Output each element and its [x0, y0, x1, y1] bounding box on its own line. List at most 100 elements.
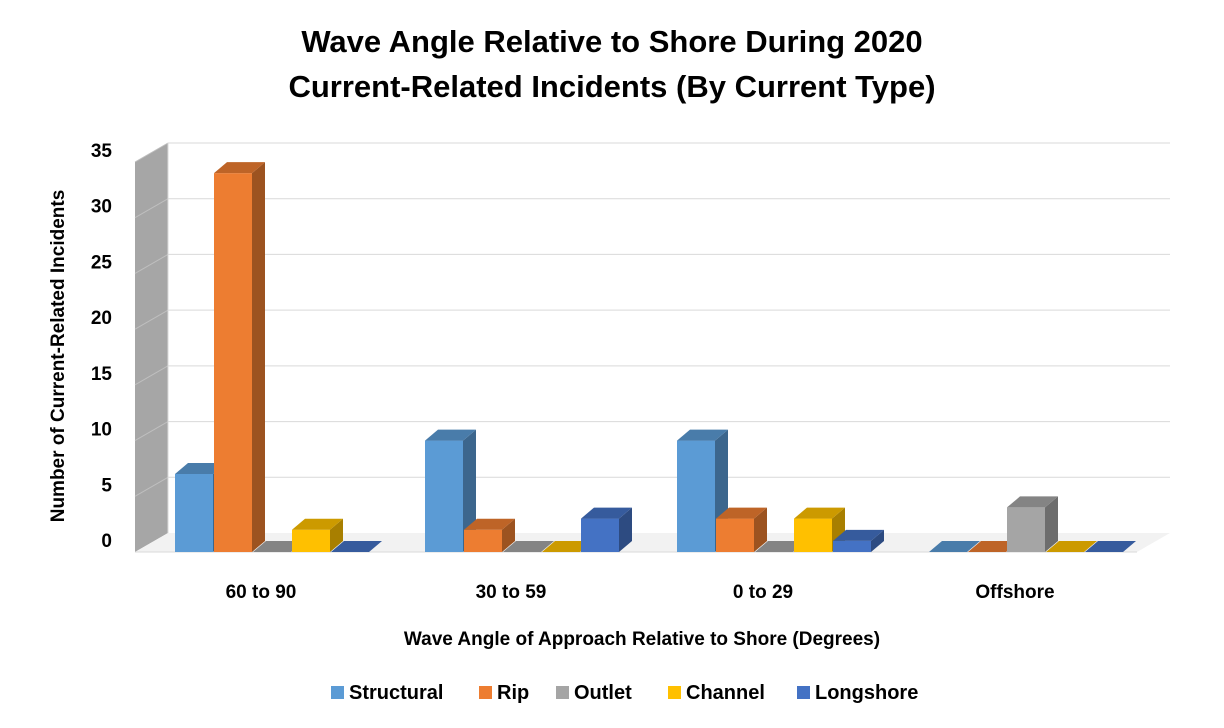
y-tick-label: 10	[91, 420, 112, 441]
floor	[135, 533, 1170, 552]
bar-side	[754, 507, 767, 552]
bar-rip-1	[214, 162, 265, 552]
legend-label: Channel	[686, 682, 765, 704]
gridline-side	[134, 365, 169, 386]
legend-item-rip: Rip	[479, 682, 529, 704]
bar-longshore-4	[1085, 541, 1136, 552]
bar-rip-4	[968, 541, 1019, 552]
bar-side	[871, 529, 884, 552]
chart-walls	[135, 143, 1170, 553]
bar-front	[794, 518, 832, 552]
bar-front	[214, 173, 252, 552]
bar-top	[503, 541, 554, 552]
bar-front	[425, 440, 463, 552]
bar-side	[502, 518, 515, 552]
legend-swatch	[556, 686, 569, 699]
legend: Structural Rip Outlet Channel Longshore	[331, 682, 918, 704]
gridline-side	[134, 421, 169, 442]
bar-top	[1046, 541, 1097, 552]
x-tick-label: 60 to 90	[226, 582, 297, 603]
gridlines	[134, 142, 1170, 533]
bar-side	[619, 507, 632, 552]
y-tick-label: 5	[101, 475, 112, 496]
legend-swatch	[668, 686, 681, 699]
bar-top	[175, 463, 226, 474]
bar-front	[175, 474, 213, 552]
bar-longshore-3	[833, 529, 884, 552]
bar-channel-1	[292, 518, 343, 552]
bar-rip-2	[464, 518, 515, 552]
bar-channel-4	[1046, 541, 1097, 552]
y-axis-label: Number of Current-Related Incidents	[48, 190, 69, 523]
bar-outlet-2	[503, 541, 554, 552]
bar-front	[1007, 507, 1045, 552]
bar-top	[331, 541, 382, 552]
chart-title-line-2: Current-Related Incidents (By Current Ty…	[288, 69, 935, 104]
bar-side	[252, 162, 265, 552]
bar-top	[292, 518, 343, 530]
x-tick-label: 0 to 29	[733, 582, 793, 603]
bar-front	[716, 518, 754, 552]
bar-longshore-2	[581, 507, 632, 552]
bar-top	[1007, 496, 1058, 508]
bar-side	[463, 429, 476, 552]
legend-label: Longshore	[815, 682, 918, 704]
legend-label: Rip	[497, 682, 529, 704]
legend-swatch	[479, 686, 492, 699]
bar-top	[464, 518, 515, 530]
x-tick-label: 30 to 59	[476, 582, 547, 603]
gridline-side	[134, 253, 169, 274]
bar-top	[1085, 541, 1136, 552]
y-tick-label: 20	[91, 308, 112, 329]
bar-outlet-1	[253, 541, 304, 552]
bar-front	[292, 529, 330, 552]
bar-top	[833, 529, 884, 541]
x-tick-labels: 60 to 90 30 to 59 0 to 29 Offshore	[226, 582, 1055, 603]
bar-side	[1045, 496, 1058, 552]
gridline-side	[134, 476, 169, 497]
legend-label: Structural	[349, 682, 443, 704]
y-tick-label: 15	[91, 364, 113, 385]
legend-item-channel: Channel	[668, 682, 765, 704]
bar-top	[581, 507, 632, 519]
bar-front	[464, 529, 502, 552]
side-wall	[135, 143, 168, 552]
bar-front	[833, 540, 871, 552]
legend-swatch	[797, 686, 810, 699]
bar-top	[716, 507, 767, 519]
bar-top	[542, 541, 593, 552]
bar-top	[425, 429, 476, 441]
gridline-side	[134, 309, 169, 330]
bar-top	[929, 541, 980, 552]
legend-item-structural: Structural	[331, 682, 443, 704]
bar-top	[253, 541, 304, 552]
legend-item-outlet: Outlet	[556, 682, 632, 704]
gridline-side	[134, 198, 169, 219]
y-tick-label: 25	[91, 252, 113, 273]
gridline-side	[134, 142, 169, 163]
bar-longshore-1	[331, 541, 382, 552]
y-tick-label: 0	[101, 531, 112, 552]
chart-title-line-1: Wave Angle Relative to Shore During 2020	[301, 24, 922, 59]
bar-structural-4	[929, 541, 980, 552]
x-tick-label: Offshore	[975, 582, 1054, 603]
legend-item-longshore: Longshore	[797, 682, 918, 704]
y-tick-label: 30	[91, 197, 112, 218]
legend-swatch	[331, 686, 344, 699]
bar-front	[581, 518, 619, 552]
bar-structural-3	[677, 429, 728, 552]
bar-outlet-3	[755, 541, 806, 552]
bar-top	[677, 429, 728, 441]
bar-structural-2	[425, 429, 476, 552]
bar-side	[330, 518, 343, 552]
bar-rip-3	[716, 507, 767, 552]
bar-channel-2	[542, 541, 593, 552]
bar-top	[968, 541, 1019, 552]
bar-front	[677, 440, 715, 552]
y-tick-labels: 0 5 10 15 20 25 30 35	[91, 141, 113, 552]
x-axis-label: Wave Angle of Approach Relative to Shore…	[404, 629, 880, 650]
legend-label: Outlet	[574, 682, 632, 704]
bar-top	[755, 541, 806, 552]
bar-outlet-4	[1007, 496, 1058, 552]
